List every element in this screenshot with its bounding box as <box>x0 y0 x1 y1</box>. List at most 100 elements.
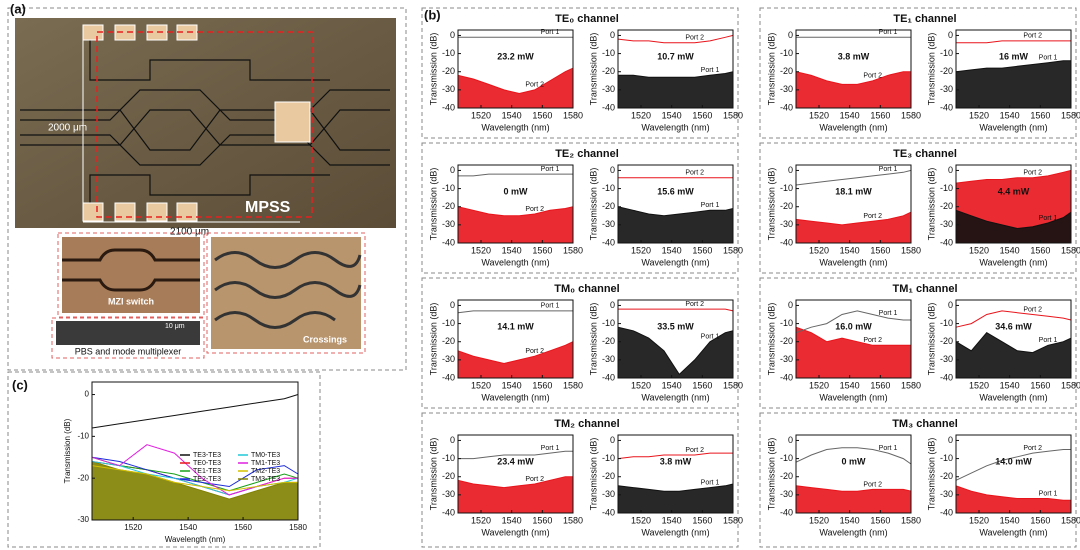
x-tick-label: 1560 <box>870 380 890 390</box>
y-axis-label: Transmission (dB) <box>428 33 438 106</box>
inset-label: MZI switch <box>108 296 154 306</box>
x-axis-label: Wavelength (nm) <box>641 527 709 537</box>
legend-label: TM3-TE3 <box>251 476 280 483</box>
port-label: Port 2 <box>685 35 704 42</box>
trace-line <box>92 395 298 429</box>
x-tick-label: 1540 <box>662 245 682 255</box>
y-tick-label: -40 <box>940 237 953 247</box>
x-tick-label: 1520 <box>809 245 829 255</box>
y-tick-label: -30 <box>77 515 89 524</box>
port-label: Port 1 <box>879 166 898 173</box>
port-label: Port 1 <box>701 479 720 486</box>
port-label: Port 2 <box>863 481 882 488</box>
y-tick-label: -40 <box>442 372 455 382</box>
y-tick-label: -30 <box>442 84 455 94</box>
y-tick-label: -30 <box>780 219 793 229</box>
channel-title: TM₂ channel <box>554 418 619 430</box>
y-tick-label: -20 <box>780 201 793 211</box>
y-axis-label: Transmission (dB) <box>588 33 598 106</box>
x-tick-label: 1560 <box>1030 110 1050 120</box>
scale-label: 2000 μm <box>48 123 87 134</box>
power-label: 10.7 mW <box>657 52 694 62</box>
x-tick-label: 1540 <box>662 110 682 120</box>
power-label: 0 mW <box>841 457 866 467</box>
x-tick-label: 1560 <box>692 245 712 255</box>
y-tick-label: -10 <box>940 48 953 58</box>
y-tick-label: -30 <box>780 354 793 364</box>
x-axis-label: Wavelength (nm) <box>481 392 549 402</box>
y-tick-label: -20 <box>780 66 793 76</box>
scale-label: 2100 μm <box>170 227 209 238</box>
y-tick-label: -40 <box>442 507 455 517</box>
inset-label: PBS and mode multiplexer <box>75 346 182 356</box>
channel-title: TE₁ channel <box>893 13 956 25</box>
y-tick-label: -40 <box>602 102 615 112</box>
x-tick-label: 1520 <box>969 110 989 120</box>
x-tick-label: 1540 <box>662 380 682 390</box>
x-tick-label: 1580 <box>563 380 583 390</box>
x-tick-label: 1580 <box>723 515 743 525</box>
y-tick-label: -20 <box>442 66 455 76</box>
channel-title: TM₃ channel <box>892 418 958 430</box>
y-axis-label: Transmission (dB) <box>766 168 776 241</box>
port-label: Port 1 <box>541 445 560 452</box>
trace-area <box>796 327 911 378</box>
port-label: Port 2 <box>525 206 544 213</box>
y-tick-label: 0 <box>610 435 615 445</box>
x-tick-label: 1580 <box>901 380 921 390</box>
x-tick-label: 1560 <box>692 380 712 390</box>
y-tick-label: -20 <box>602 471 615 481</box>
y-tick-label: -10 <box>77 431 89 440</box>
channel-title: TE₀ channel <box>555 13 619 25</box>
x-axis-label: Wavelength (nm) <box>481 122 549 132</box>
trace-area <box>458 342 573 378</box>
x-tick-label: 1520 <box>124 523 142 532</box>
y-tick-label: -40 <box>940 507 953 517</box>
trace-area <box>458 207 573 243</box>
y-tick-label: -30 <box>940 84 953 94</box>
y-axis-label: Transmission (dB) <box>588 168 598 241</box>
x-tick-label: 1580 <box>1061 515 1080 525</box>
y-tick-label: -10 <box>780 48 793 58</box>
power-label: 16 mW <box>999 52 1029 62</box>
power-label: 23.2 mW <box>497 52 534 62</box>
y-tick-label: -30 <box>602 489 615 499</box>
port-label: Port 2 <box>1023 33 1042 40</box>
port-label: Port 1 <box>541 166 560 173</box>
power-label: 14.1 mW <box>497 322 534 332</box>
y-tick-label: -40 <box>442 237 455 247</box>
inset-label: Crossings <box>303 334 347 344</box>
y-tick-label: -10 <box>602 48 615 58</box>
y-tick-label: -10 <box>940 183 953 193</box>
port-label: Port 2 <box>685 447 704 454</box>
x-axis-label: Wavelength (nm) <box>481 257 549 267</box>
y-tick-label: -20 <box>442 336 455 346</box>
port-label: Port 2 <box>1023 306 1042 313</box>
x-tick-label: 1540 <box>179 523 197 532</box>
port-label: Port 1 <box>701 67 720 74</box>
chip-name: MPSS <box>245 199 291 216</box>
power-label: 3.8 mW <box>838 52 870 62</box>
y-tick-label: 0 <box>788 435 793 445</box>
x-axis-label: Wavelength (nm) <box>979 392 1047 402</box>
y-tick-label: -30 <box>780 84 793 94</box>
y-tick-label: -30 <box>602 84 615 94</box>
y-tick-label: -10 <box>602 453 615 463</box>
y-axis-label: Transmission (dB) <box>766 33 776 106</box>
x-tick-label: 1580 <box>289 523 307 532</box>
x-tick-label: 1540 <box>840 110 860 120</box>
y-tick-label: -30 <box>602 219 615 229</box>
x-tick-label: 1520 <box>969 245 989 255</box>
y-axis-label: Transmission (dB) <box>926 438 936 511</box>
x-tick-label: 1540 <box>1000 245 1020 255</box>
power-label: 16.0 mW <box>835 322 872 332</box>
x-tick-label: 1560 <box>532 380 552 390</box>
channel-title: TE₃ channel <box>893 148 957 160</box>
y-axis-label: Transmission (dB) <box>428 303 438 376</box>
power-label: 18.1 mW <box>835 187 872 197</box>
channel-title: TM₀ channel <box>554 283 619 295</box>
y-tick-label: -40 <box>940 372 953 382</box>
port-label: Port 1 <box>1039 215 1058 222</box>
x-tick-label: 1560 <box>692 515 712 525</box>
x-axis-label: Wavelength (nm) <box>819 257 887 267</box>
